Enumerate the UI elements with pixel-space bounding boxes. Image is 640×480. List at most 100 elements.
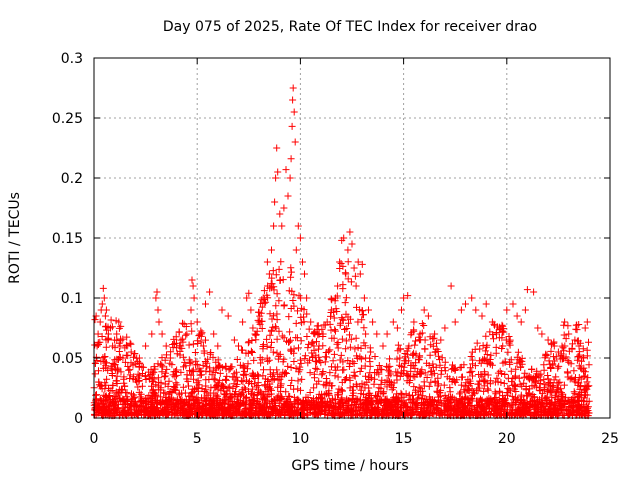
data-point [274,168,282,176]
data-point [387,407,395,414]
data-point [471,404,479,412]
data-point [100,396,108,404]
data-point [273,408,281,416]
data-point [326,369,334,377]
data-point [496,388,504,396]
data-point [294,406,302,414]
data-point [295,344,302,352]
data-point [505,339,513,347]
data-point [341,325,349,333]
data-point [540,376,548,384]
data-point [230,380,238,388]
data-point [394,341,402,349]
data-point [299,258,306,266]
data-point [392,368,400,376]
data-point [567,360,575,368]
data-point [106,387,114,395]
data-point [547,387,555,395]
data-point [255,408,263,416]
data-point [475,371,483,378]
data-point [239,370,247,378]
data-point [149,386,157,394]
data-point [554,348,562,356]
data-point [428,398,436,406]
data-point [537,370,545,378]
data-point [171,383,179,391]
data-point [425,382,433,390]
data-point [99,284,107,292]
data-point [349,406,357,414]
data-point [344,275,352,283]
data-point [226,383,234,391]
data-point [521,306,529,314]
data-point [167,348,175,356]
data-point [263,342,271,350]
data-point [150,405,158,413]
data-point [474,380,482,388]
data-point [427,378,435,386]
data-point [188,392,196,400]
data-point [330,314,338,322]
data-point [350,264,358,272]
data-point [501,395,509,403]
data-point [203,395,211,403]
data-point [282,370,290,377]
data-point [467,402,475,409]
data-point [512,372,519,380]
data-point [263,404,271,411]
data-point [415,333,423,341]
data-point [111,410,118,418]
data-point [388,386,396,394]
data-point [571,389,579,397]
data-point [263,393,271,401]
data-point [436,361,444,369]
data-point [318,390,326,398]
data-point [309,338,317,346]
data-point [300,313,307,321]
data-point [383,330,391,338]
data-point [123,333,131,341]
data-point [570,367,578,375]
data-point [396,354,404,362]
data-point [230,403,238,411]
data-point [414,390,422,398]
data-point [379,342,387,350]
data-point [418,366,426,374]
data-point [190,396,198,404]
data-point [348,240,356,248]
data-point [533,404,541,412]
data-point [297,337,305,345]
data-point [244,360,252,368]
data-point [301,270,308,278]
data-point [564,357,572,365]
data-point [504,348,512,356]
data-point [247,347,255,355]
data-point [362,330,370,338]
data-point [371,409,379,417]
data-point [560,399,568,407]
data-point [551,357,559,365]
data-point [406,377,414,384]
data-point [520,396,528,404]
data-point [397,389,405,397]
data-point [441,358,449,366]
data-point [127,348,135,356]
data-point [482,332,490,340]
data-point [462,300,469,308]
data-point [303,333,311,340]
data-point [401,359,409,367]
data-point [577,389,585,397]
data-point [260,391,268,399]
data-point [188,276,196,284]
data-point [96,318,104,326]
data-point [207,349,215,356]
data-point [112,411,120,419]
data-point [98,409,106,416]
data-point [278,332,286,340]
data-point [112,377,120,385]
data-point [471,362,479,370]
data-point [264,282,272,290]
data-point [488,318,496,326]
y-axis-label: ROTI / TECUs [7,192,23,284]
data-point [446,384,454,392]
